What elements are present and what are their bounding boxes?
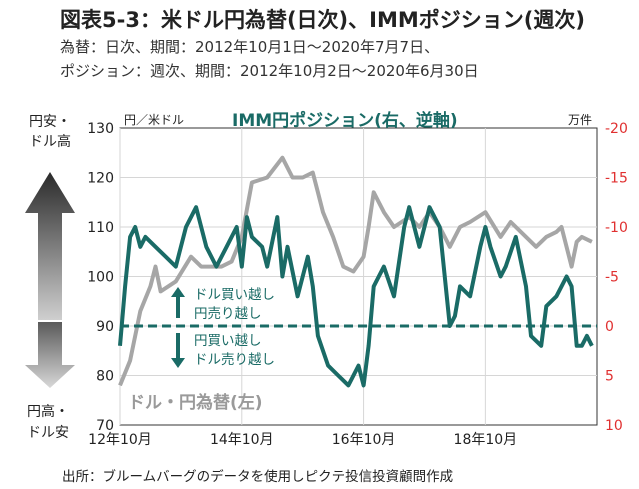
left-tick-label: 100	[87, 270, 114, 286]
note-dollar-long-2: 円売り越し	[194, 306, 262, 322]
x-tick-label: 18年10月	[454, 432, 518, 448]
right-axis-unit: 万件	[568, 113, 592, 127]
yen-weak-arrow-icon	[25, 172, 75, 320]
left-axis-unit: 円／米ドル	[124, 113, 184, 127]
left-tick-label: 90	[96, 319, 114, 335]
usdjpy-series-line	[118, 155, 593, 387]
legend-imm-position: IMM円ポジション(右、逆軸)	[232, 110, 458, 131]
series-layer	[118, 155, 597, 388]
yen-strong-arrow-icon	[25, 322, 75, 388]
chart-subtitle-fx: 為替：日次、期間：2012年10月1日～2020年7月7日、	[60, 38, 440, 56]
left-tick-label: 130	[87, 121, 114, 137]
dollar-long-arrow-icon	[171, 287, 185, 318]
chart-title: 図表5-3：米ドル円為替(日次)、IMMポジション(週次)	[60, 8, 585, 32]
left-tick-label: 120	[87, 171, 114, 187]
x-tick-label: 16年10月	[332, 432, 396, 448]
chart-subtitle-position: ポジション：週次、期間：2012年10月2日～2020年6月30日	[60, 62, 479, 80]
left-axis-ticks: 130 120 110 100 90 80 70	[87, 121, 114, 434]
label-yen-strong-2: ドル安	[27, 425, 69, 441]
label-yen-strong-1: 円高・	[27, 403, 69, 420]
source-note: 出所：ブルームバーグのデータを使用しピクテ投信投資顧問作成	[62, 469, 454, 485]
note-yen-long-1: 円買い越し	[194, 333, 262, 349]
right-tick-label: -20	[605, 121, 628, 137]
yen-long-arrow-icon	[171, 333, 185, 368]
right-tick-label: 10	[605, 418, 623, 434]
left-tick-label: 80	[96, 369, 114, 385]
label-yen-weak-2: ドル高	[29, 133, 71, 150]
label-yen-weak-1: 円安・	[29, 114, 71, 130]
note-yen-long-2: ドル売り越し	[194, 352, 275, 368]
left-tick-label: 110	[87, 220, 114, 236]
imm-position-series-line	[118, 205, 594, 388]
right-tick-label: 0	[605, 319, 614, 335]
right-tick-label: 5	[605, 369, 614, 385]
right-tick-label: -5	[605, 270, 619, 286]
note-dollar-long-1: ドル買い越し	[194, 287, 275, 303]
x-tick-label: 14年10月	[210, 432, 274, 448]
right-axis-ticks: -20 -15 -10 -5 0 5 10	[605, 121, 628, 434]
right-tick-label: -10	[605, 220, 628, 236]
left-tick-label: 70	[96, 418, 114, 434]
x-axis-ticks: 12年10月 14年10月 16年10月 18年10月	[88, 432, 517, 448]
right-tick-label: -15	[605, 171, 628, 187]
legend-usdjpy: ドル・円為替(左)	[128, 392, 263, 413]
x-tick-label: 12年10月	[88, 432, 152, 448]
